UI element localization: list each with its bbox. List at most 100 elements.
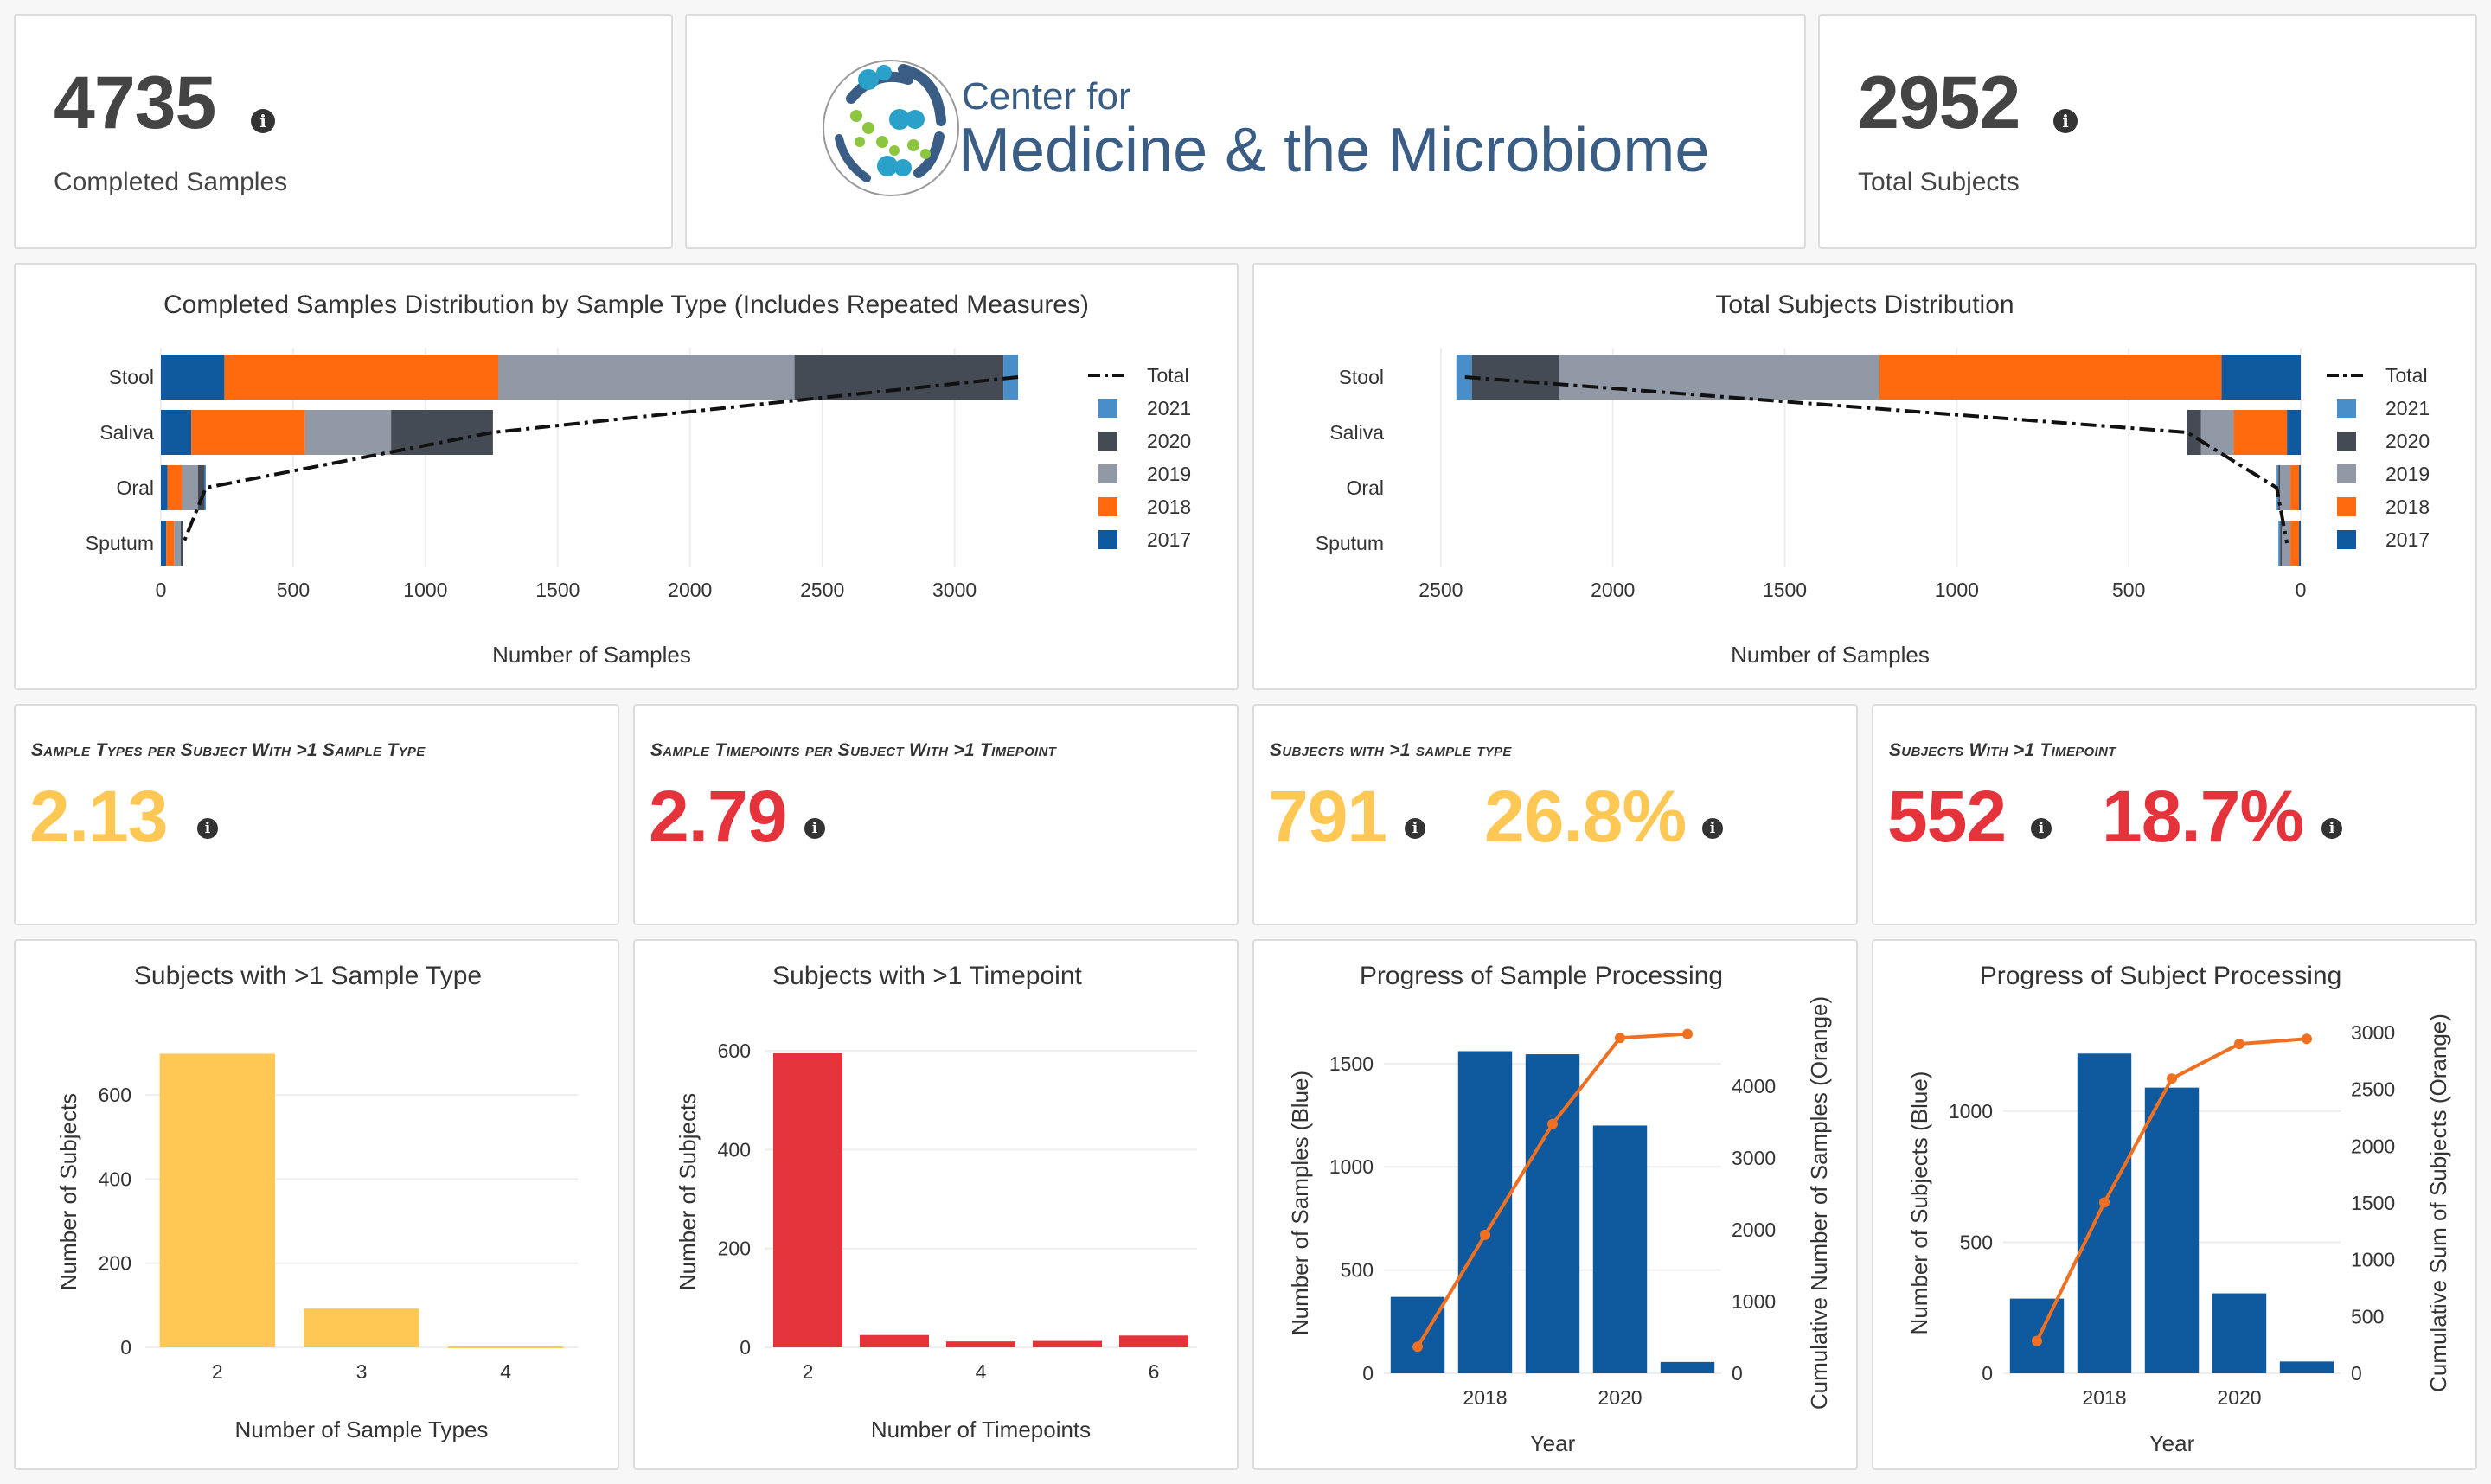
completed-samples-value: 4735 (54, 61, 216, 144)
x-tick-label: 2500 (800, 579, 844, 601)
legend-label: Total (1147, 364, 1189, 387)
info-circle-icon[interactable]: i (2053, 109, 2078, 133)
timepoints-chart-card: Subjects with >1 Timepoint 0 200 400 600 2 4 6 N… (633, 939, 1239, 1470)
bar (1525, 1054, 1580, 1373)
x-axis-label: Number of Timepoints (871, 1417, 1091, 1442)
y2-tick-label: 3000 (2351, 1021, 2395, 1044)
bar-segment-2018 (166, 521, 175, 566)
stat-percent: 18.7% (2102, 776, 2304, 857)
y-tick-label: Saliva (99, 421, 154, 444)
y-tick-label: 200 (99, 1252, 131, 1275)
bar (159, 1053, 275, 1347)
x-tick-label: 2018 (1463, 1386, 1507, 1409)
legend-swatch-2017 (2337, 530, 2356, 549)
legend-label: 2021 (2385, 397, 2430, 419)
legend-label: 2018 (1147, 496, 1191, 518)
sample-types-chart-card: Subjects with >1 Sample Type 0 200 400 600 2 3… (14, 939, 619, 1470)
x-tick-label: 3 (356, 1360, 368, 1383)
y-tick-label: Saliva (1329, 421, 1384, 444)
bar (1033, 1340, 1102, 1347)
subjects-distribution-card: Total Subjects Distribution 2500 2000 1500 1… (1252, 263, 2477, 690)
cumulative-point (1615, 1033, 1625, 1044)
bar (1592, 1125, 1648, 1373)
y-tick-label: 600 (99, 1084, 131, 1106)
logo-card: Center for Medicine & the Microbiome (685, 14, 1806, 249)
bar-segment-2020 (2187, 410, 2201, 455)
legend-label: 2018 (2385, 496, 2430, 518)
bar-segment-2020 (391, 410, 493, 455)
completed-samples-card: 4735 i Completed Samples (14, 14, 673, 249)
y-tick-label: 600 (718, 1039, 751, 1062)
microbiome-logo-icon (823, 60, 959, 196)
legend-label: 2019 (2385, 463, 2430, 485)
legend-swatch-2020 (2337, 432, 2356, 451)
legend-label: 2017 (1147, 528, 1191, 551)
x-tick-label: 3000 (932, 579, 977, 601)
bar-segment-2019 (174, 521, 181, 566)
stat-value: 791 (1268, 776, 1387, 857)
y-axis-label: Number of Subjects (675, 1093, 701, 1290)
cumulative-point (2302, 1033, 2312, 1045)
info-circle-icon[interactable]: i (1405, 818, 1425, 839)
legend-swatch-2019 (2337, 464, 2356, 483)
y-tick-label: Oral (117, 477, 154, 499)
x-tick-label: 4 (976, 1360, 987, 1383)
y-tick-label: Stool (109, 366, 154, 388)
stat-percent: 26.8% (1484, 776, 1687, 857)
y2-tick-label: 4000 (1732, 1075, 1776, 1097)
bar (304, 1308, 419, 1347)
bar (448, 1346, 564, 1349)
cumulative-point (2099, 1197, 2110, 1208)
total-subjects-value: 2952 (1858, 61, 2020, 144)
bar (2212, 1293, 2267, 1373)
bar-segment-2019 (182, 465, 198, 510)
stat-value: 552 (1887, 776, 2007, 857)
cumulative-point (1682, 1028, 1693, 1039)
y-tick-label: Sputum (1316, 532, 1384, 554)
info-circle-icon[interactable]: i (2321, 818, 2342, 839)
x-tick-label: 0 (156, 579, 167, 601)
bar-segment-2018 (2233, 410, 2288, 455)
y-tick-label: 0 (740, 1336, 751, 1359)
legend-label: 2020 (1147, 430, 1191, 452)
info-circle-icon[interactable]: i (197, 818, 218, 839)
x-tick-label: 0 (2296, 579, 2307, 601)
y2-tick-label: 1000 (1732, 1290, 1776, 1313)
bar-segment-2019 (1559, 355, 1879, 400)
subject-processing-chart-card: Progress of Subject Processing 0 500 1000 0 5… (1872, 939, 2477, 1470)
stat-title: Subjects With >1 Timepoint (1889, 740, 2116, 760)
cumulative-point (1412, 1341, 1423, 1353)
bar-segment-2019 (498, 355, 795, 400)
logo-line2: Medicine & the Microbiome (958, 116, 1709, 185)
info-circle-icon[interactable]: i (251, 109, 275, 133)
x-tick-label: 1000 (1935, 579, 1979, 601)
cumulative-point (2167, 1073, 2177, 1084)
info-circle-icon[interactable]: i (1702, 818, 1723, 839)
info-circle-icon[interactable]: i (2031, 818, 2052, 839)
y-tick-label: 0 (120, 1336, 131, 1359)
y-tick-label: 1500 (1329, 1052, 1374, 1075)
x-tick-label: 2000 (668, 579, 712, 601)
bar-segment-2019 (304, 410, 392, 455)
x-axis-label: Number of Samples (492, 642, 691, 668)
bar-segment-2020 (180, 521, 183, 566)
x-axis-label: Year (2149, 1430, 2195, 1456)
stat-value: 2.13 (29, 776, 168, 857)
samples-distribution-card: Completed Samples Distribution by Sample… (14, 263, 1239, 690)
y-tick-label: Sputum (86, 532, 154, 554)
x-tick-label: 2 (803, 1360, 814, 1383)
stat-title: Sample Timepoints per Subject With >1 Ti… (650, 740, 1057, 760)
stat-card-subjects-sample-type: Subjects with >1 sample type 791 i 26.8%… (1252, 704, 1858, 925)
info-circle-icon[interactable]: i (804, 818, 825, 839)
bar-segment-2017 (2299, 521, 2301, 566)
legend-swatch-2020 (1098, 432, 1117, 451)
stat-card-subjects-timepoint: Subjects With >1 Timepoint 552 i 18.7% i (1872, 704, 2477, 925)
x-axis-label: Number of Samples (1731, 642, 1930, 668)
bar-segment-2017 (2221, 355, 2301, 400)
bar-segment-2021 (204, 465, 206, 510)
sample-types-chart: Subjects with >1 Sample Type 0 200 400 600 2 3… (55, 962, 578, 1442)
x-tick-label: 4 (500, 1360, 511, 1383)
sample-processing-chart: Progress of Sample Processing 0 500 1000 150… (1287, 962, 1832, 1456)
y2-tick-label: 1500 (2351, 1192, 2395, 1214)
x-tick-label: 1500 (1763, 579, 1807, 601)
